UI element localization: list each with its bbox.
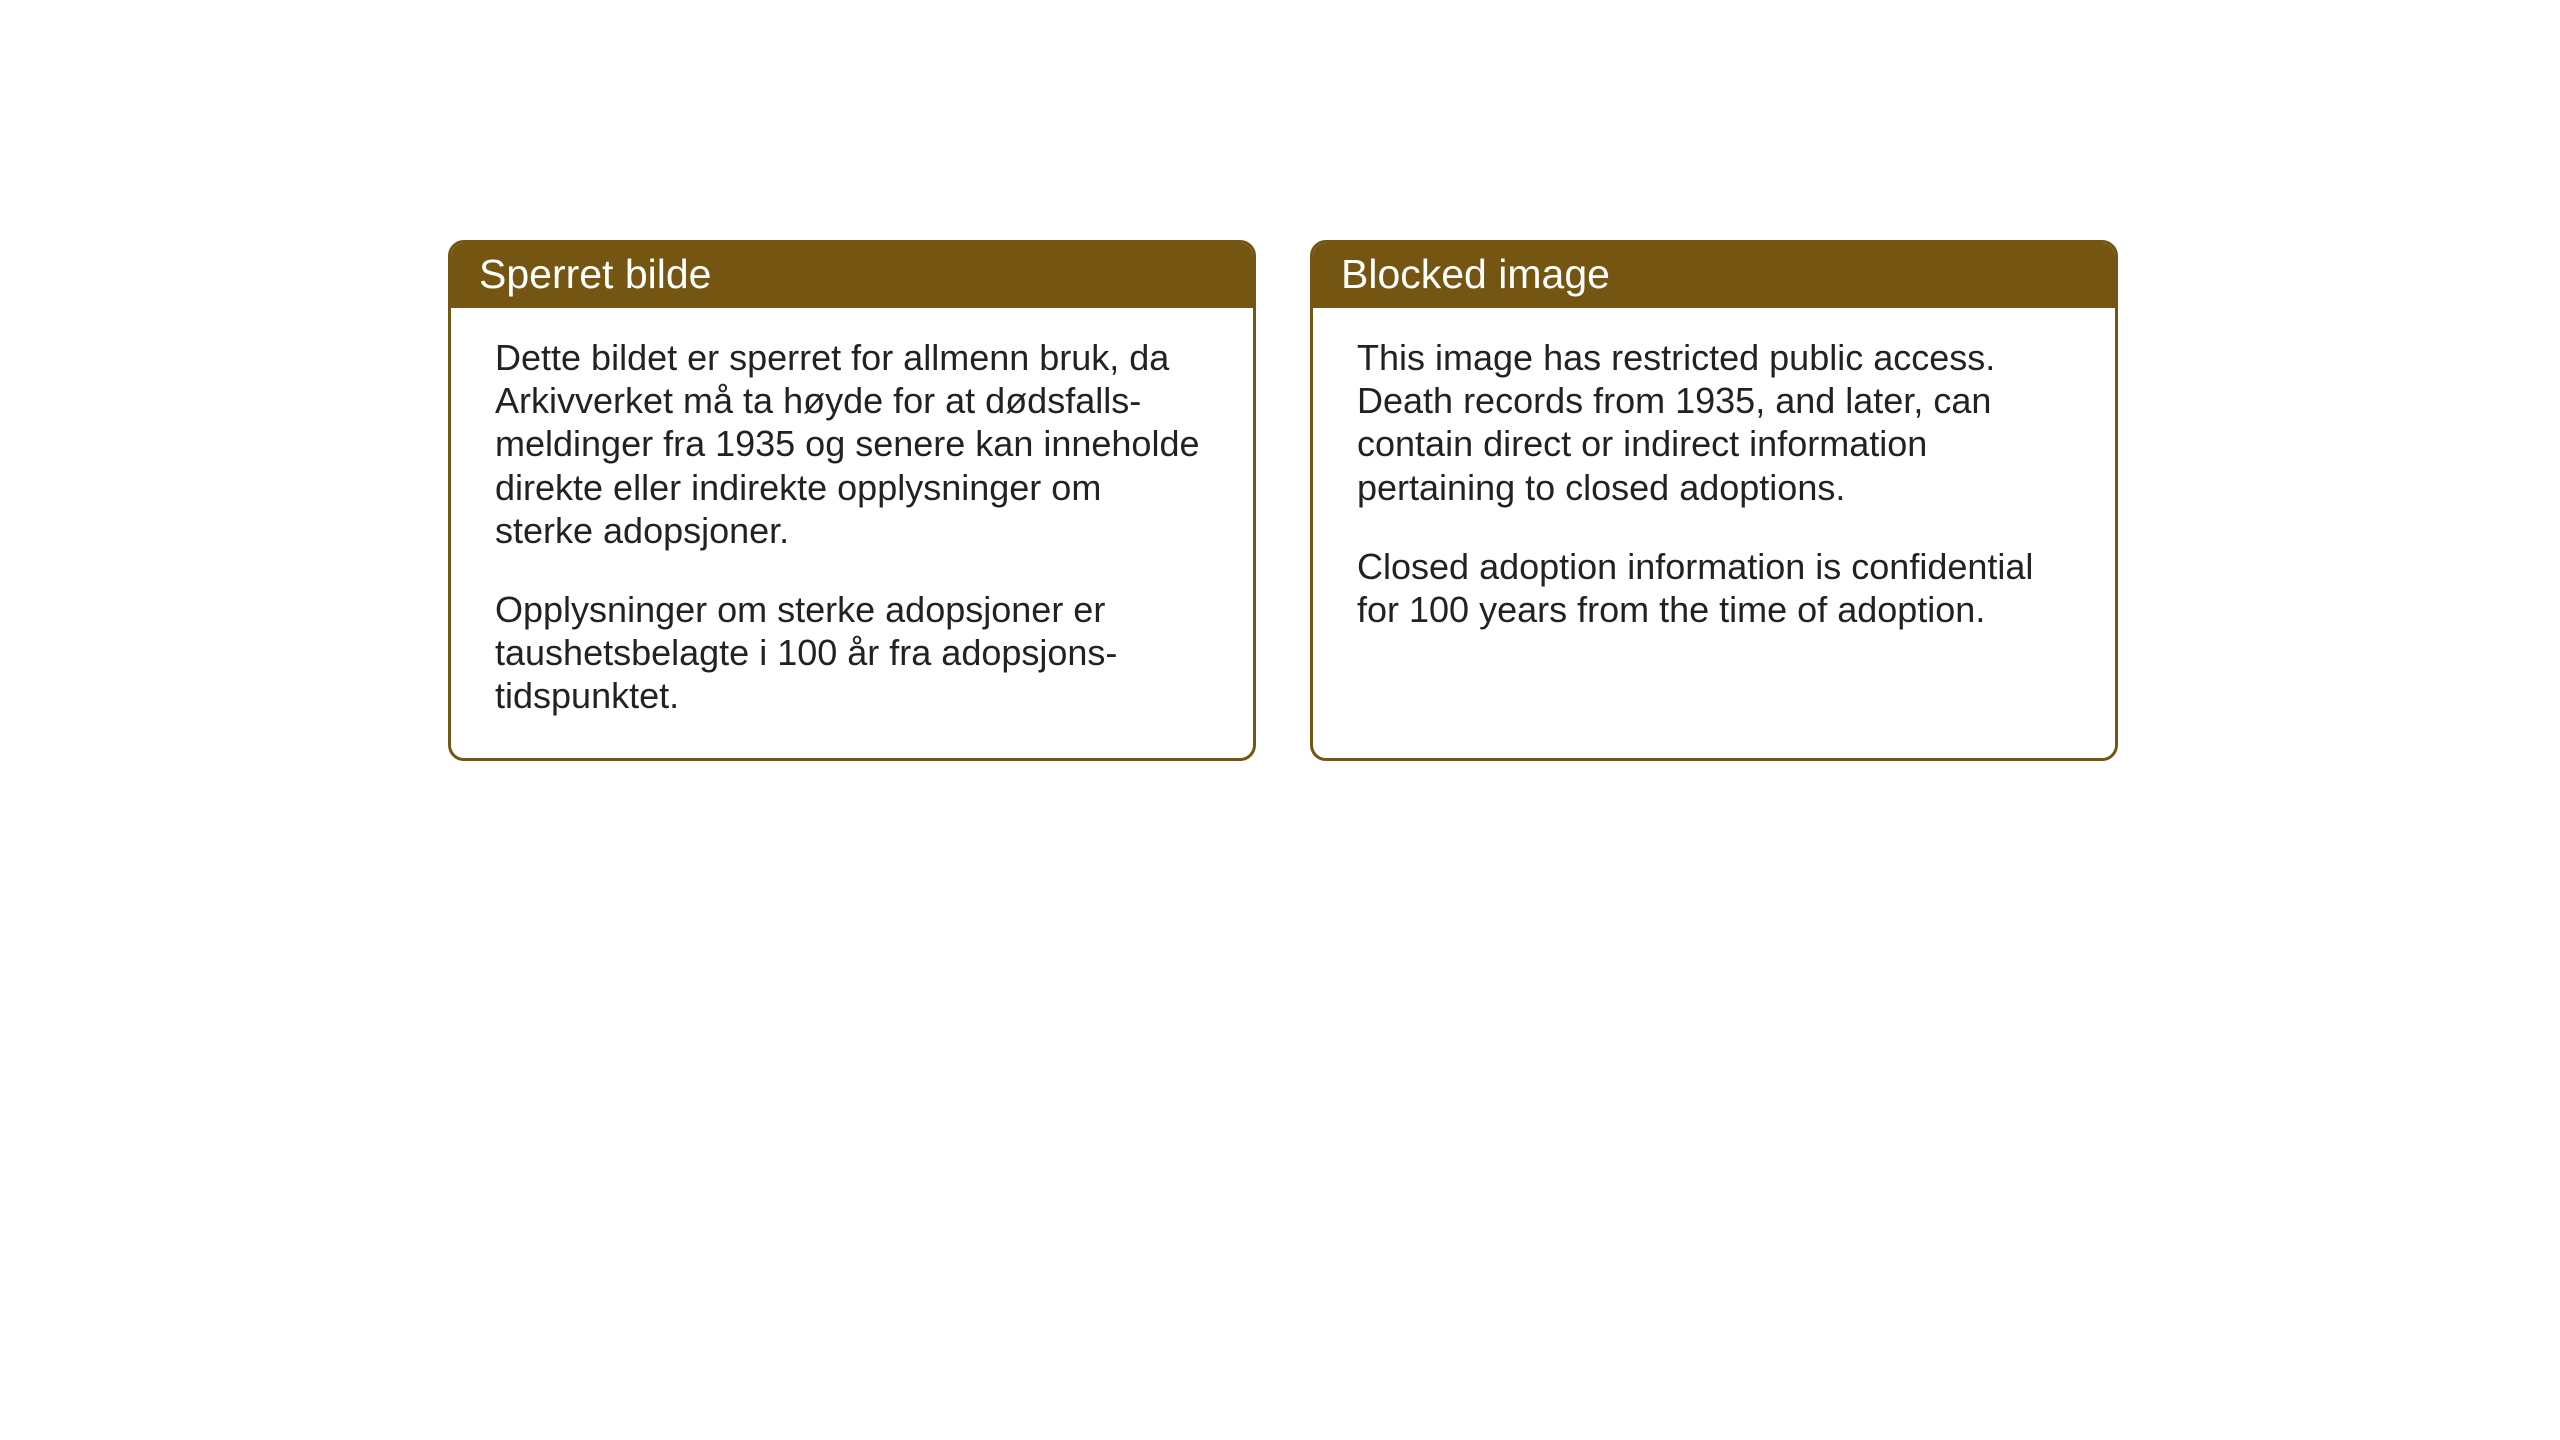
card-body-english: This image has restricted public access.… [1313,308,2115,751]
card-title-english: Blocked image [1341,251,1610,297]
notice-card-english: Blocked image This image has restricted … [1310,240,2118,761]
card-body-norwegian: Dette bildet er sperret for allmenn bruk… [451,308,1253,758]
card-paragraph-1-english: This image has restricted public access.… [1357,336,2071,509]
card-paragraph-2-english: Closed adoption information is confident… [1357,545,2071,631]
card-header-norwegian: Sperret bilde [451,243,1253,308]
notice-container: Sperret bilde Dette bildet er sperret fo… [448,240,2118,761]
card-paragraph-1-norwegian: Dette bildet er sperret for allmenn bruk… [495,336,1209,552]
card-title-norwegian: Sperret bilde [479,251,711,297]
notice-card-norwegian: Sperret bilde Dette bildet er sperret fo… [448,240,1256,761]
card-paragraph-2-norwegian: Opplysninger om sterke adopsjoner er tau… [495,588,1209,718]
card-header-english: Blocked image [1313,243,2115,308]
